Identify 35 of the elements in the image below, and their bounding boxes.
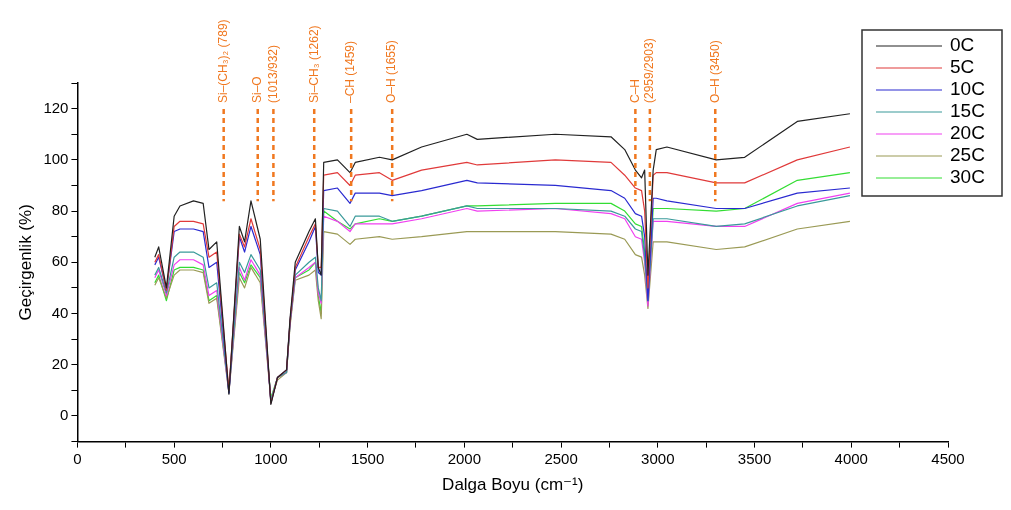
y-tick-label: 40 <box>51 303 69 321</box>
legend-label: 30C <box>950 166 985 188</box>
ref-line-label: O–H (1655) <box>384 40 399 103</box>
ref-line-label: (1013/932) <box>265 44 280 103</box>
ref-line-label: (2959/2903) <box>642 38 657 103</box>
x-axis-title: Dalga Boyu (cm⁻¹) <box>442 475 584 495</box>
legend-label: 25C <box>950 144 985 166</box>
x-tick-label: 2000 <box>447 449 482 467</box>
ref-line-label: Si–O <box>250 76 265 103</box>
x-tick-label: 2500 <box>544 449 578 467</box>
y-tick-label: 120 <box>43 98 69 116</box>
ref-line-label: C–H <box>627 78 642 103</box>
x-tick-label: 3000 <box>641 449 675 467</box>
x-tick-label: 4500 <box>931 449 965 467</box>
y-tick-label: 60 <box>51 252 69 270</box>
x-tick-label: 1000 <box>254 449 288 467</box>
x-tick-label: 1500 <box>350 449 385 467</box>
legend-label: 5C <box>950 56 975 78</box>
y-tick-label: 100 <box>43 149 69 167</box>
ref-line-label: Si–(CH₃)₂ (789) <box>216 19 230 103</box>
y-tick-label: 20 <box>51 354 69 372</box>
x-tick-label: 500 <box>161 449 187 467</box>
ref-line-label: O–H (3450) <box>707 40 722 103</box>
y-tick-label: 80 <box>51 201 69 219</box>
y-tick-label: 0 <box>60 406 69 424</box>
ref-line-label: –CH (1459) <box>343 40 358 103</box>
legend-label: 20C <box>950 122 985 144</box>
x-tick-label: 0 <box>73 449 82 467</box>
ref-line-label: Si–CH₃ (1262) <box>306 25 321 103</box>
x-tick-label: 4000 <box>834 449 868 467</box>
y-axis-title: Geçirgenlik (%) <box>15 204 35 321</box>
legend-label: 0C <box>950 34 975 56</box>
x-tick-label: 3500 <box>737 449 772 467</box>
legend-label: 10C <box>950 78 985 100</box>
legend-label: 15C <box>950 100 985 122</box>
